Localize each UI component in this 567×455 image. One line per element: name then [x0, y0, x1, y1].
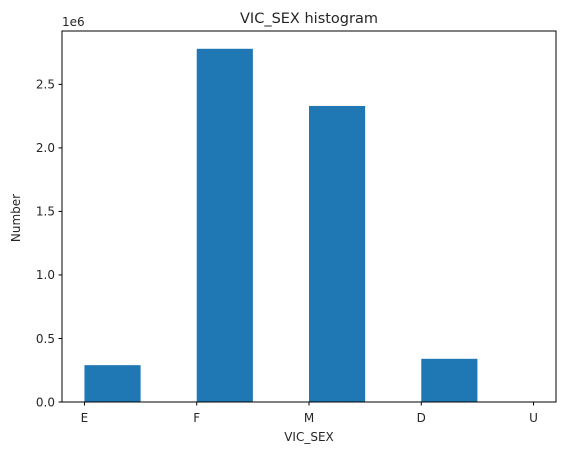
bar-e: [84, 365, 141, 402]
y-tick-label: 1.0: [36, 268, 55, 282]
bar-f: [196, 48, 253, 403]
y-offset-text: 1e6: [62, 15, 85, 29]
x-axis-label: VIC_SEX: [284, 430, 334, 444]
chart-title: VIC_SEX histogram: [240, 11, 378, 27]
x-tick-label-e: E: [81, 411, 89, 425]
plot-frame: [61, 30, 557, 403]
y-tick-label: 2.0: [36, 141, 55, 155]
x-tick-label-d: D: [417, 411, 426, 425]
y-tick-label: 0.5: [36, 332, 55, 346]
y-axis-ticks: 0.0 0.5 1.0 1.5 2.0 2.5: [36, 78, 62, 409]
x-tick-label-u: U: [529, 411, 538, 425]
y-tick-label: 1.5: [36, 205, 55, 219]
y-axis-label: Number: [9, 194, 23, 242]
y-tick-label: 2.5: [36, 78, 55, 92]
bar-d: [421, 358, 478, 402]
bar-m: [309, 105, 366, 402]
bars-group: [84, 48, 478, 403]
x-tick-label-f: F: [193, 411, 200, 425]
y-tick-label: 0.0: [36, 395, 55, 409]
x-tick-label-m: M: [304, 411, 314, 425]
